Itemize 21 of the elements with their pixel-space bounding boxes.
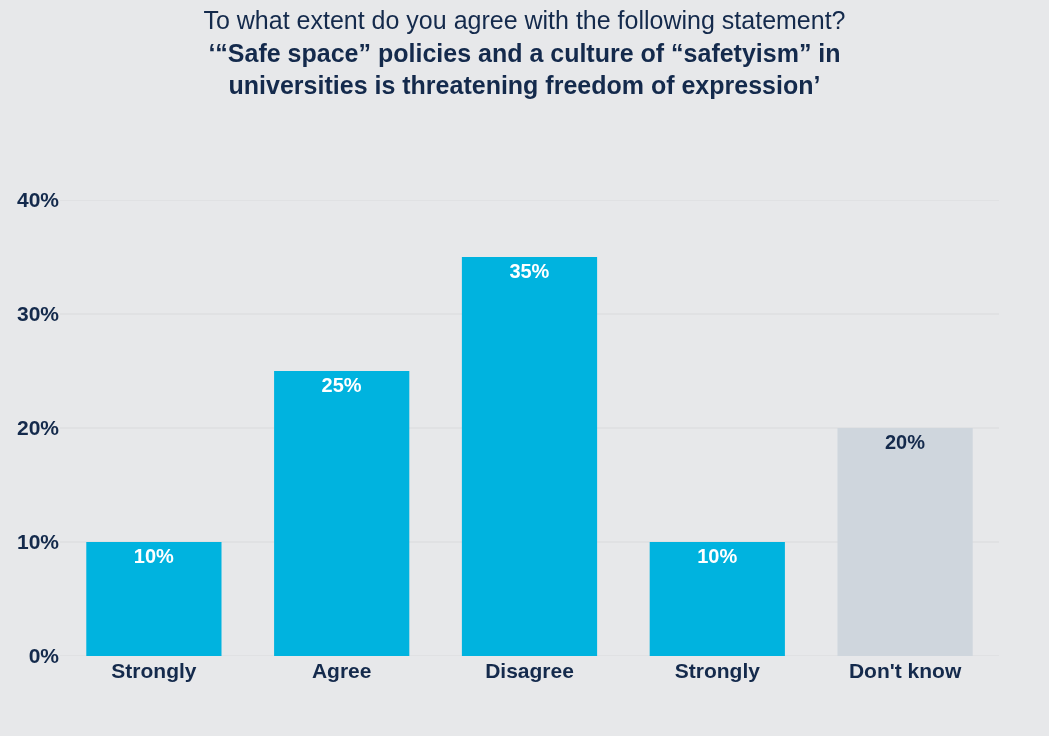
data-label: 35% bbox=[509, 260, 550, 282]
data-label: 10% bbox=[133, 545, 175, 567]
y-tick-label: 10% bbox=[16, 530, 60, 554]
x-tick-label: Don't know bbox=[848, 659, 962, 682]
bar bbox=[274, 371, 410, 656]
bar bbox=[461, 257, 598, 656]
data-label: 10% bbox=[697, 545, 738, 567]
data-label: 20% bbox=[884, 431, 926, 453]
x-tick-label: Agree bbox=[311, 659, 372, 682]
x-tick-label: Strongly bbox=[674, 659, 761, 682]
chart-subtitle: ‘“Safe space” policies and a culture of “safetyism” in universities is threatening freedom of expression’ bbox=[208, 38, 841, 100]
y-tick-label: 0% bbox=[28, 644, 60, 668]
y-tick-label: 40% bbox=[16, 188, 60, 212]
x-tick-label: Strongly bbox=[111, 659, 197, 682]
bar bbox=[86, 542, 222, 656]
bar bbox=[649, 542, 785, 656]
y-tick-label: 30% bbox=[16, 302, 60, 326]
x-tick-label: Disagree bbox=[485, 659, 574, 682]
chart-title: To what extent do you agree with the following statement? bbox=[203, 6, 846, 35]
y-tick-label: 20% bbox=[16, 416, 60, 440]
data-label: 25% bbox=[321, 374, 362, 396]
